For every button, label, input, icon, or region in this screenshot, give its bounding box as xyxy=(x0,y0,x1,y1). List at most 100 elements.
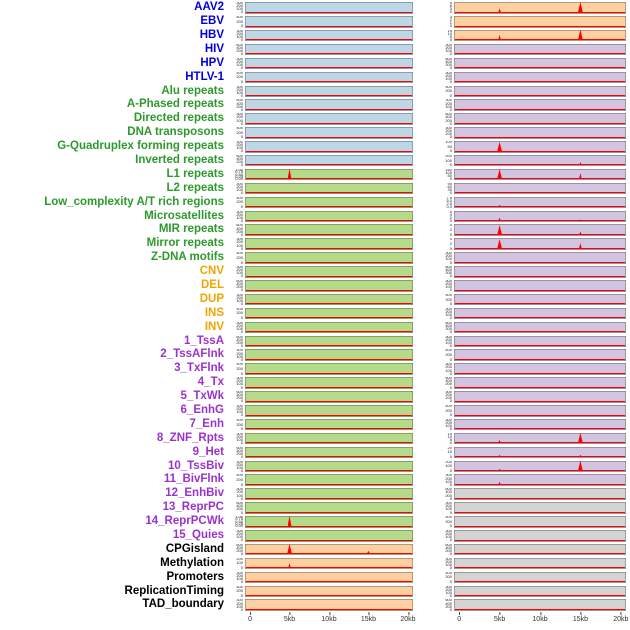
y-tick-label: 0 xyxy=(449,412,452,417)
signal-baseline xyxy=(246,275,412,277)
right-y-axis: 600 400 200 0 xyxy=(413,599,454,611)
feature-label: HBV xyxy=(199,28,224,41)
signal-baseline xyxy=(455,192,625,194)
y-tick-label: 0 xyxy=(449,495,452,500)
y-tick-label: 600 xyxy=(445,488,452,492)
right-profile-strip xyxy=(454,599,626,611)
feature-row: HTLV-1 400 200 0 300 200 100 0 xyxy=(0,70,630,84)
left-y-axis: 600 400 200 0 xyxy=(228,544,245,556)
y-tick-label: 100 xyxy=(445,131,452,137)
right-profile-strip xyxy=(454,266,626,278)
left-profile-strip xyxy=(245,321,413,334)
left-profile-strip xyxy=(245,446,413,459)
axis-mid-spacer xyxy=(413,612,454,628)
signal-baseline xyxy=(455,164,625,166)
y-tick-label: 100 xyxy=(445,534,452,540)
y-tick-label: 15 xyxy=(447,432,452,436)
y-tick-label: 100 xyxy=(445,478,452,484)
y-tick-label: 1.00 xyxy=(235,168,243,172)
y-tick-label: 200 xyxy=(236,531,243,537)
feature-row: DNA transposons 400 200 0 300 200 100 0 xyxy=(0,126,630,140)
feature-row: 9_Het 600 400 200 0 20 10 0 xyxy=(0,446,630,460)
signal-baseline xyxy=(455,11,625,13)
right-profile-strip xyxy=(454,530,626,542)
y-tick-label: 200 xyxy=(445,308,452,314)
signal-baseline xyxy=(455,206,625,208)
y-tick-label: 400 xyxy=(236,225,243,231)
right-profile-strip xyxy=(454,363,626,375)
y-tick-label: 300 xyxy=(236,321,243,325)
y-tick-label: 0 xyxy=(240,259,243,264)
y-tick-label: 600 xyxy=(445,377,452,381)
left-y-axis: 400 200 0 xyxy=(228,474,245,486)
y-tick-label: 400 xyxy=(445,322,452,328)
right-y-axis: 400 200 0 xyxy=(413,572,454,584)
y-tick-label: 0 xyxy=(449,384,452,389)
left-y-axis: 300 200 100 0 xyxy=(228,405,245,417)
y-tick-label: 200 xyxy=(445,586,452,592)
y-tick-label: 300 xyxy=(445,252,452,256)
signal-spike xyxy=(578,454,582,458)
right-y-axis: 20 10 0 xyxy=(413,447,454,459)
y-tick-label: 600 xyxy=(445,543,452,547)
y-tick-label: 300 xyxy=(445,557,452,561)
signal-baseline xyxy=(455,539,625,541)
y-tick-label: 200 xyxy=(236,48,243,54)
feature-row: Alu repeats 300 200 100 0 400 200 0 xyxy=(0,84,630,98)
signal-baseline xyxy=(246,11,412,13)
y-tick-label: 0 xyxy=(240,78,243,84)
signal-baseline xyxy=(455,595,625,597)
y-tick-label: 50 xyxy=(447,173,452,179)
signal-spike xyxy=(498,439,502,444)
right-y-axis: 600 400 200 0 xyxy=(413,544,454,556)
right-y-axis: 200 100 0 xyxy=(413,461,454,473)
feature-row: HPV 300 200 100 0 600 400 200 0 xyxy=(0,57,630,71)
left-profile-strip xyxy=(245,43,413,56)
x-tick-label: 10kb xyxy=(321,612,337,624)
y-tick-label: 300 xyxy=(236,29,243,33)
x-tick-label: 0 xyxy=(248,612,252,624)
y-tick-label: 0 xyxy=(240,203,243,209)
y-tick-label: 200 xyxy=(236,3,243,9)
y-tick-label: 300 xyxy=(236,2,243,6)
right-profile-strip xyxy=(454,405,626,417)
y-tick-label: 600 xyxy=(445,321,452,325)
y-tick-label: 0 xyxy=(240,328,243,334)
left-y-axis: 300 200 100 0 xyxy=(228,141,245,153)
signal-baseline xyxy=(455,220,625,222)
y-tick-label: 100 xyxy=(236,61,243,67)
y-tick-label: 200 xyxy=(236,86,243,92)
y-tick-label: 100 xyxy=(445,367,452,373)
feature-label: Inverted repeats xyxy=(135,153,224,166)
right-profile-strip xyxy=(454,460,626,473)
y-tick-label: 400 xyxy=(236,418,243,422)
right-profile-strip xyxy=(454,168,626,181)
left-profile-strip xyxy=(245,307,413,320)
signal-baseline xyxy=(246,150,412,152)
feature-row: 4_Tx 300 200 100 0 600 400 200 0 xyxy=(0,376,630,390)
y-tick-label: 100 xyxy=(236,575,243,581)
y-tick-label: 0 xyxy=(449,162,452,167)
y-tick-label: 200 xyxy=(445,492,452,498)
signal-baseline xyxy=(455,483,625,485)
y-tick-label: 200 xyxy=(236,254,243,260)
y-tick-label: 200 xyxy=(236,572,243,578)
signal-baseline xyxy=(246,53,412,55)
y-tick-label: 200 xyxy=(236,183,243,189)
y-tick-label: 300 xyxy=(445,502,452,506)
left-y-axis: 200 100 0 xyxy=(228,558,245,570)
feature-row: 3_TxFlnk 400 200 0 300 200 100 0 xyxy=(0,362,630,376)
y-tick-label: 6 xyxy=(449,210,452,214)
y-tick-label: 0 xyxy=(449,65,452,70)
y-tick-label: 200 xyxy=(236,588,243,594)
left-profile-strip xyxy=(245,182,413,195)
feature-row: CPGisland 600 400 200 0 600 400 200 0 xyxy=(0,543,630,557)
signal-spike xyxy=(498,454,502,458)
y-tick-label: 400 xyxy=(445,571,452,575)
right-profile-strip xyxy=(454,543,626,556)
right-y-axis: 300 200 100 0 xyxy=(413,391,454,403)
feature-row: 10_TssBiv 300 200 100 0 200 100 0 xyxy=(0,459,630,473)
signal-baseline xyxy=(246,192,412,194)
y-tick-label: 400 xyxy=(236,585,243,589)
feature-row: Inverted repeats 600 400 200 0 200 100 0 xyxy=(0,154,630,168)
